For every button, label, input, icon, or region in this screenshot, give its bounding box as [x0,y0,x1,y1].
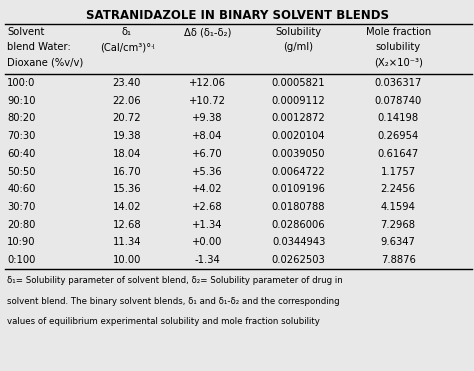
Text: 0.0064722: 0.0064722 [272,167,326,177]
Text: Solubility: Solubility [275,27,322,37]
Text: 11.34: 11.34 [112,237,141,247]
Text: +5.36: +5.36 [192,167,223,177]
Text: SATRANIDAZOLE IN BINARY SOLVENT BLENDS: SATRANIDAZOLE IN BINARY SOLVENT BLENDS [85,9,389,22]
Text: 2.2456: 2.2456 [381,184,416,194]
Text: +2.68: +2.68 [192,202,223,212]
Text: -1.34: -1.34 [194,255,220,265]
Text: 12.68: 12.68 [112,220,141,230]
Text: 7.8876: 7.8876 [381,255,416,265]
Text: 0:100: 0:100 [7,255,36,265]
Text: blend Water:: blend Water: [7,42,71,52]
Text: 15.36: 15.36 [112,184,141,194]
Text: Solvent: Solvent [7,27,45,37]
Text: 0.0344943: 0.0344943 [272,237,325,247]
Text: 7.2968: 7.2968 [381,220,416,230]
Text: 22.06: 22.06 [112,96,141,106]
Text: +4.02: +4.02 [192,184,223,194]
Text: Δδ (δ₁-δ₂): Δδ (δ₁-δ₂) [184,27,231,37]
Text: 16.70: 16.70 [112,167,141,177]
Text: +9.38: +9.38 [192,114,223,124]
Text: +1.34: +1.34 [192,220,223,230]
Text: 20:80: 20:80 [7,220,36,230]
Text: 4.1594: 4.1594 [381,202,416,212]
Text: 18.04: 18.04 [113,149,141,159]
Text: 0.0005821: 0.0005821 [272,78,326,88]
Text: 0.61647: 0.61647 [377,149,419,159]
Text: 23.40: 23.40 [113,78,141,88]
Text: (X₂×10⁻³): (X₂×10⁻³) [374,58,423,68]
Text: 30:70: 30:70 [7,202,36,212]
Text: 20.72: 20.72 [112,114,141,124]
Text: Dioxane (%v/v): Dioxane (%v/v) [7,58,83,68]
Text: 0.0012872: 0.0012872 [272,114,326,124]
Text: 0.0109196: 0.0109196 [272,184,326,194]
Text: 0.0020104: 0.0020104 [272,131,325,141]
Text: 0.14198: 0.14198 [378,114,419,124]
Text: 0.0262503: 0.0262503 [272,255,326,265]
Text: +0.00: +0.00 [192,237,223,247]
Text: 0.26954: 0.26954 [377,131,419,141]
Text: 10.00: 10.00 [113,255,141,265]
Text: +10.72: +10.72 [189,96,226,106]
Text: +12.06: +12.06 [189,78,226,88]
Text: δ₁= Solubility parameter of solvent blend, δ₂= Solubility parameter of drug in: δ₁= Solubility parameter of solvent blen… [7,276,343,285]
Text: 0.036317: 0.036317 [374,78,422,88]
Text: 40:60: 40:60 [7,184,36,194]
Text: 80:20: 80:20 [7,114,36,124]
Text: 0.078740: 0.078740 [374,96,422,106]
Text: (Cal/cm³)°ʵ: (Cal/cm³)°ʵ [100,42,154,52]
Text: 100:0: 100:0 [7,78,36,88]
Text: 1.1757: 1.1757 [381,167,416,177]
Text: 0.0009112: 0.0009112 [272,96,326,106]
Text: 0.0286006: 0.0286006 [272,220,326,230]
Text: solubility: solubility [375,42,421,52]
Text: 90:10: 90:10 [7,96,36,106]
Text: values of equilibrium experimental solubility and mole fraction solubility: values of equilibrium experimental solub… [7,317,320,326]
Text: 50:50: 50:50 [7,167,36,177]
Text: solvent blend. The binary solvent blends, δ₁ and δ₁-δ₂ and the corresponding: solvent blend. The binary solvent blends… [7,297,340,306]
Text: +8.04: +8.04 [192,131,223,141]
Text: 60:40: 60:40 [7,149,36,159]
Text: 10:90: 10:90 [7,237,36,247]
Text: 0.0180788: 0.0180788 [272,202,325,212]
Text: 70:30: 70:30 [7,131,36,141]
Text: 19.38: 19.38 [112,131,141,141]
Text: 9.6347: 9.6347 [381,237,416,247]
Text: +6.70: +6.70 [192,149,223,159]
Text: 0.0039050: 0.0039050 [272,149,325,159]
Text: Mole fraction: Mole fraction [365,27,431,37]
Text: (g/ml): (g/ml) [283,42,314,52]
Text: δ₁: δ₁ [122,27,132,37]
Text: 14.02: 14.02 [112,202,141,212]
